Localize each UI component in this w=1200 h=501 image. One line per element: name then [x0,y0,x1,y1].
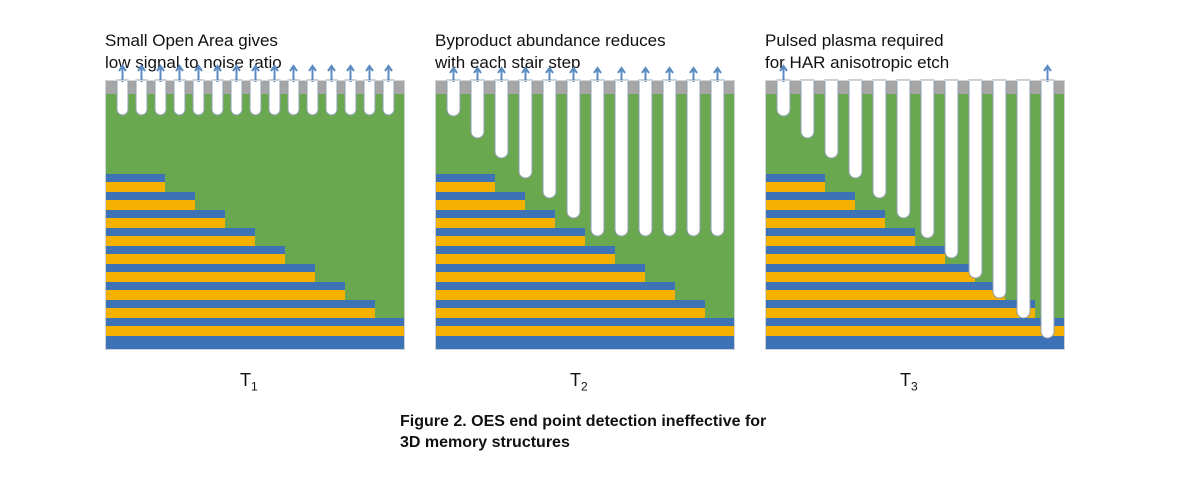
time-sub: 1 [251,380,258,394]
caption-line1: Byproduct abundance reduces [435,31,666,50]
time-sub: 2 [581,380,588,394]
panel-diagram [105,60,405,350]
caption-line1: Small Open Area gives [105,31,278,50]
figure-caption: Figure 2. OES end point detection ineffe… [400,412,766,454]
time-base: T [900,370,911,390]
caption-line1: Pulsed plasma required [765,31,944,50]
panel-diagram [765,60,1065,350]
time-base: T [570,370,581,390]
time-base: T [240,370,251,390]
figure-caption-line2: 3D memory structures [400,434,570,451]
time-label: T3 [900,370,918,394]
time-label: T1 [240,370,258,394]
figure-caption-line1: Figure 2. OES end point detection ineffe… [400,413,766,430]
time-sub: 3 [911,380,918,394]
time-label: T2 [570,370,588,394]
panel-diagram [435,62,735,350]
